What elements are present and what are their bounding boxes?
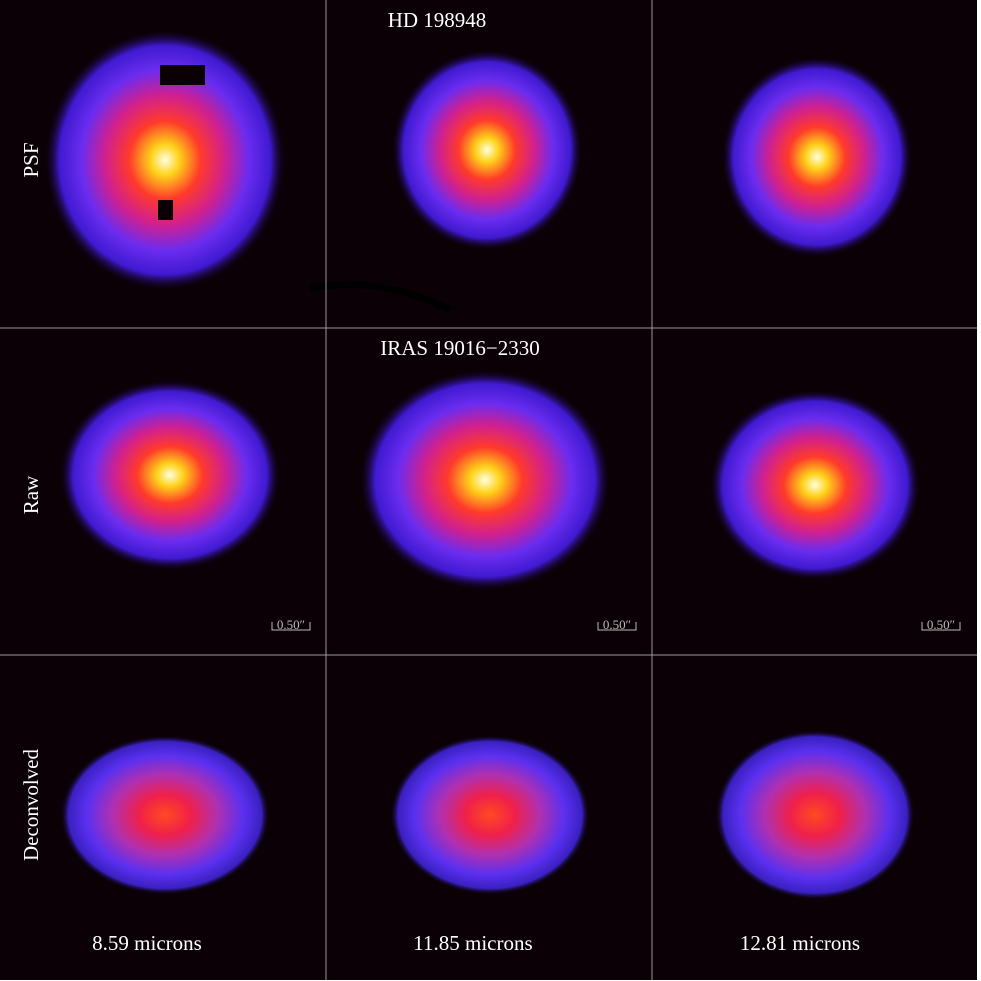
scale-label: 0.50″ [603, 617, 631, 632]
scale-bar [921, 622, 961, 631]
raw-blob [60, 380, 280, 570]
deconvolved-blob [390, 735, 590, 895]
scale-bar [271, 622, 311, 631]
raw-row [60, 370, 920, 590]
wavelength-label: 8.59 microns [92, 931, 202, 955]
artifact [160, 65, 205, 85]
psf-blob [392, 50, 582, 250]
scale-label: 0.50″ [927, 617, 955, 632]
psf-blob [722, 57, 912, 257]
row-label: Deconvolved [19, 749, 43, 861]
artifact [158, 200, 173, 220]
wavelength-label: 11.85 microns [413, 931, 532, 955]
deconvolved-blob [60, 735, 270, 895]
psf-row [45, 30, 912, 314]
row-label: PSF [19, 142, 43, 177]
scale-label: 0.50″ [277, 617, 305, 632]
scale-bar [597, 622, 637, 631]
scale-bars: 0.50″ 0.50″ 0.50″ [271, 617, 961, 632]
panel-title: HD 198948 [388, 8, 487, 32]
panel-title: IRAS 19016−2330 [380, 336, 539, 360]
raw-blob [710, 390, 920, 580]
deconvolved-row [60, 730, 915, 900]
raw-blob [360, 370, 610, 590]
psf-blob [45, 30, 285, 290]
row-label: Raw [19, 475, 43, 514]
deconvolved-blob [715, 730, 915, 900]
wavelength-label: 12.81 microns [740, 931, 860, 955]
